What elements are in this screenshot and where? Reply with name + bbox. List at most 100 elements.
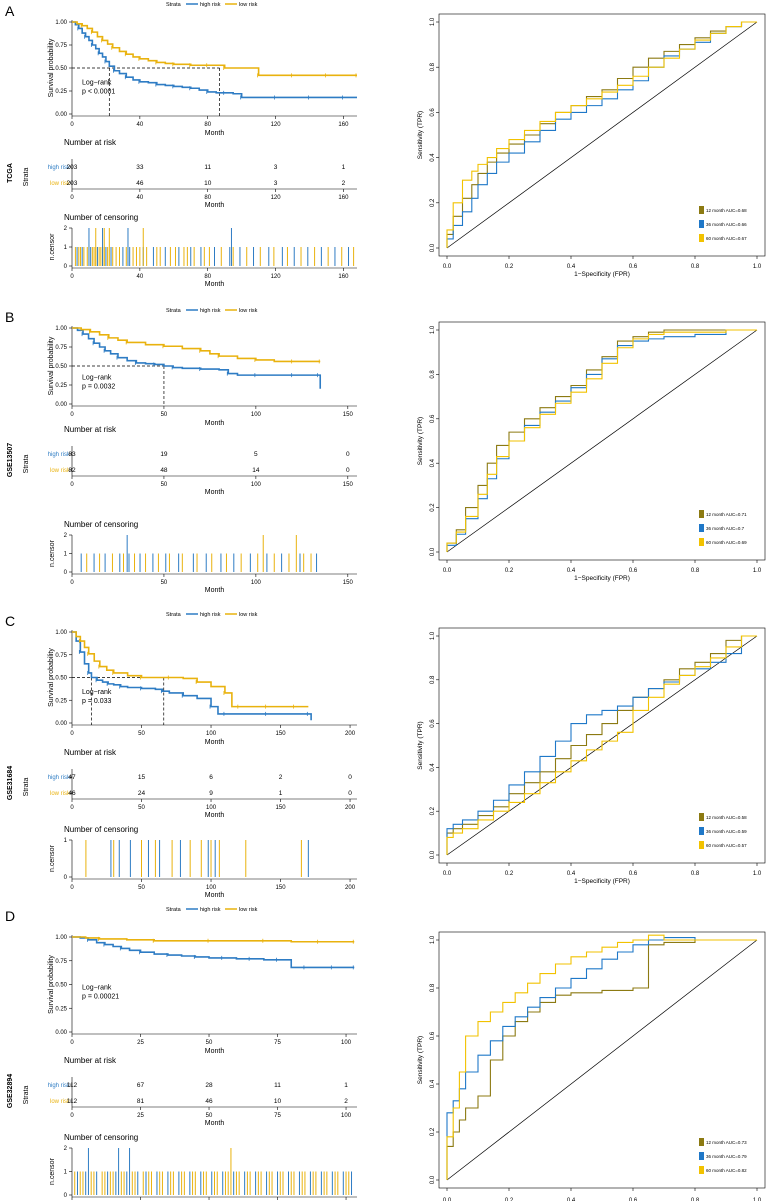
censoring-xtick-label: 0 (70, 885, 74, 891)
risk-cell: 9 (209, 790, 213, 797)
km-ylabel: Survival probability (48, 38, 55, 97)
risk-xtick-label: 120 (271, 195, 282, 201)
roc-xtick-label: 0.0 (443, 871, 452, 877)
censoring-title: Number of censoring (64, 825, 138, 834)
km-xtick-label: 0 (70, 1040, 74, 1046)
risk-row-label: high risk (48, 1083, 71, 1089)
roc-xtick-label: 0.8 (691, 568, 700, 574)
legend-label-high-risk: high risk (200, 612, 221, 618)
risk-cell: 24 (138, 790, 146, 797)
km-ytick-label: 0.00 (55, 112, 67, 118)
roc-ytick-label: 0.8 (430, 62, 436, 71)
km-xtick-label: 100 (206, 731, 217, 737)
legend-title: Strata (166, 907, 182, 913)
km-curve-high-risk (72, 631, 312, 721)
roc-plot: 0.00.00.20.20.40.40.60.60.80.81.01.01−Sp… (417, 627, 766, 885)
roc-xtick-label: 0.4 (567, 1198, 576, 1201)
km-curve-low-risk (72, 21, 357, 77)
roc-plot: 0.00.00.20.20.40.40.60.60.80.81.01.01−Sp… (417, 931, 766, 1201)
risk-table-title: Number at risk (64, 748, 117, 757)
km-xlabel: Month (205, 420, 225, 427)
risk-xtick-label: 100 (206, 805, 217, 811)
km-ytick-label: 0.00 (55, 402, 67, 408)
risk-xtick-label: 0 (70, 805, 74, 811)
roc-legend-swatch (699, 813, 704, 821)
roc-legend-swatch (699, 841, 704, 849)
roc-xtick-label: 0.2 (505, 568, 514, 574)
cohort-label: GSE31684 (7, 766, 14, 800)
roc-xtick-label: 0.8 (691, 871, 700, 877)
risk-cell: 203 (67, 164, 78, 171)
roc-ytick-label: 0.8 (430, 370, 436, 379)
roc-ytick-label: 1.0 (430, 17, 436, 26)
roc-legend-label: 60 month AUC=0.82 (706, 1168, 747, 1173)
censoring-ylabel: n.censor (49, 233, 56, 261)
risk-cell: 203 (67, 180, 78, 187)
legend-label-low-risk: low risk (239, 907, 258, 913)
censoring-ytick-label: 2 (64, 533, 68, 539)
censoring-ytick-label: 2 (64, 226, 68, 232)
roc-xtick-label: 0.4 (567, 568, 576, 574)
risk-cell: 6 (209, 774, 213, 781)
roc-plot: 0.00.00.20.20.40.40.60.60.80.81.01.01−Sp… (417, 13, 766, 278)
risk-xtick-label: 40 (137, 195, 144, 201)
risk-xtick-label: 150 (343, 482, 354, 488)
roc-legend-swatch (699, 1166, 704, 1174)
censoring-plot: Number of censoring 0 1 2 n.censor 0 50 100 150 M… (49, 520, 357, 594)
risk-table-title: Number at risk (64, 425, 117, 434)
km-xtick-label: 150 (343, 412, 354, 418)
km-ytick-label: 0.75 (55, 653, 67, 659)
roc-ytick-label: 0.2 (430, 503, 436, 512)
km-xtick-label: 80 (204, 122, 211, 128)
risk-cell: 2 (342, 180, 346, 187)
risk-row-label: low risk (50, 1099, 71, 1105)
cohort-label: TCGA (7, 163, 14, 183)
km-ytick-label: 0.25 (55, 698, 67, 704)
km-xtick-label: 120 (271, 122, 282, 128)
km-xtick-label: 75 (274, 1040, 281, 1046)
risk-cell: 19 (160, 451, 168, 458)
km-xtick-label: 0 (70, 122, 74, 128)
roc-ytick-label: 1.0 (430, 631, 436, 640)
censoring-ylabel: n.censor (49, 1157, 56, 1185)
cohort-label: GSE32894 (7, 1074, 14, 1108)
risk-cell: 46 (68, 790, 76, 797)
km-xtick-label: 40 (137, 122, 144, 128)
km-ytick-label: 0.75 (55, 959, 67, 965)
km-curve-high-risk (72, 327, 322, 389)
risk-cell: 1 (344, 1082, 348, 1089)
logrank-pvalue: p = 0.0032 (82, 384, 115, 391)
censoring-ytick-label: 0 (64, 264, 68, 270)
risk-cell: 0 (346, 467, 350, 474)
strata-legend: Strata high risk low risk (166, 612, 258, 618)
risk-xtick-label: 160 (338, 195, 349, 201)
risk-row-label: low risk (50, 791, 71, 797)
strata-legend: Strata high risk low risk (166, 2, 258, 8)
logrank-pvalue: p = 0.033 (82, 698, 111, 705)
risk-cell: 112 (67, 1082, 78, 1089)
km-ylabel: Survival probability (48, 648, 55, 707)
panel-letter: C (5, 613, 15, 629)
roc-xtick-label: 0.2 (505, 1198, 514, 1201)
roc-legend-label: 12 month AUC=0.68 (706, 208, 747, 213)
censoring-ytick-label: 2 (64, 1146, 68, 1152)
censoring-plot: Number of censoring 0 1 2 n.censor 0 40 80 120 16… (49, 213, 357, 288)
risk-xtick-label: 50 (138, 805, 145, 811)
logrank-label: Log−rank (82, 984, 112, 991)
roc-xtick-label: 1.0 (753, 1198, 762, 1201)
roc-legend-label: 60 month AUC=0.67 (706, 236, 747, 241)
strata-legend: Strata high risk low risk (166, 308, 258, 314)
risk-cell: 46 (136, 180, 144, 187)
roc-xtick-label: 1.0 (753, 871, 762, 877)
roc-ylabel: Sensitivity (TPR) (417, 111, 424, 159)
roc-xtick-label: 0.6 (629, 1198, 638, 1201)
risk-cell: 28 (205, 1082, 213, 1089)
km-xlabel: Month (205, 130, 225, 137)
roc-legend-swatch (699, 206, 704, 214)
roc-diagonal (446, 939, 758, 1181)
cohort-label: GSE13507 (7, 443, 14, 477)
km-curve-low-risk (72, 936, 355, 943)
